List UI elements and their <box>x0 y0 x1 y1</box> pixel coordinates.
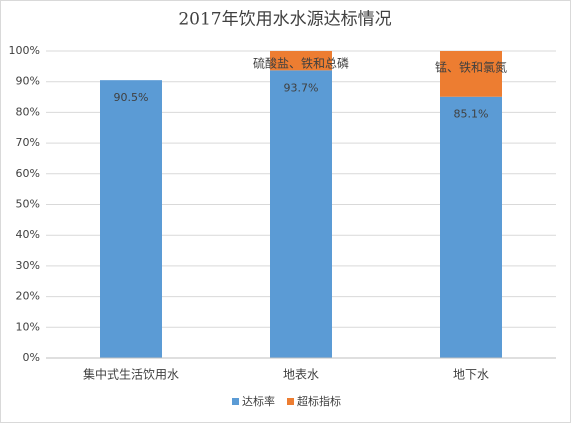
bar-segment <box>440 51 502 97</box>
value-label: 93.7% <box>284 81 319 94</box>
y-tick-label: 60% <box>16 167 40 180</box>
y-tick-label: 50% <box>16 198 40 211</box>
y-tick-label: 40% <box>16 228 40 241</box>
x-tick-label: 集中式生活饮用水 <box>83 367 179 382</box>
y-tick-label: 80% <box>16 105 40 118</box>
y-tick-label: 70% <box>16 136 40 149</box>
value-label: 85.1% <box>454 108 489 121</box>
x-tick-label: 地下水 <box>453 368 489 382</box>
annotation: 硫酸盐、铁和总磷 <box>253 56 349 71</box>
y-tick-label: 100% <box>9 44 40 57</box>
annotation: 锰、铁和氯氮 <box>435 60 507 75</box>
y-tick-label: 90% <box>16 75 40 88</box>
bar-segment <box>270 51 332 71</box>
value-label: 90.5% <box>114 91 149 104</box>
bar-segment <box>100 80 162 358</box>
y-tick-label: 10% <box>16 320 40 333</box>
y-tick-label: 20% <box>16 290 40 303</box>
bar-segment <box>440 96 502 359</box>
bar-segment <box>270 70 332 358</box>
legend-label: 达标率 <box>242 394 275 408</box>
chart-title: 2017年饮用水水源达标情况 <box>178 10 391 30</box>
y-tick-label: 30% <box>16 259 40 272</box>
y-tick-label: 0% <box>23 351 40 364</box>
legend-swatch <box>232 398 239 405</box>
x-tick-label: 地表水 <box>283 368 319 382</box>
legend-label: 超标指标 <box>297 394 341 408</box>
legend-swatch <box>287 398 294 405</box>
